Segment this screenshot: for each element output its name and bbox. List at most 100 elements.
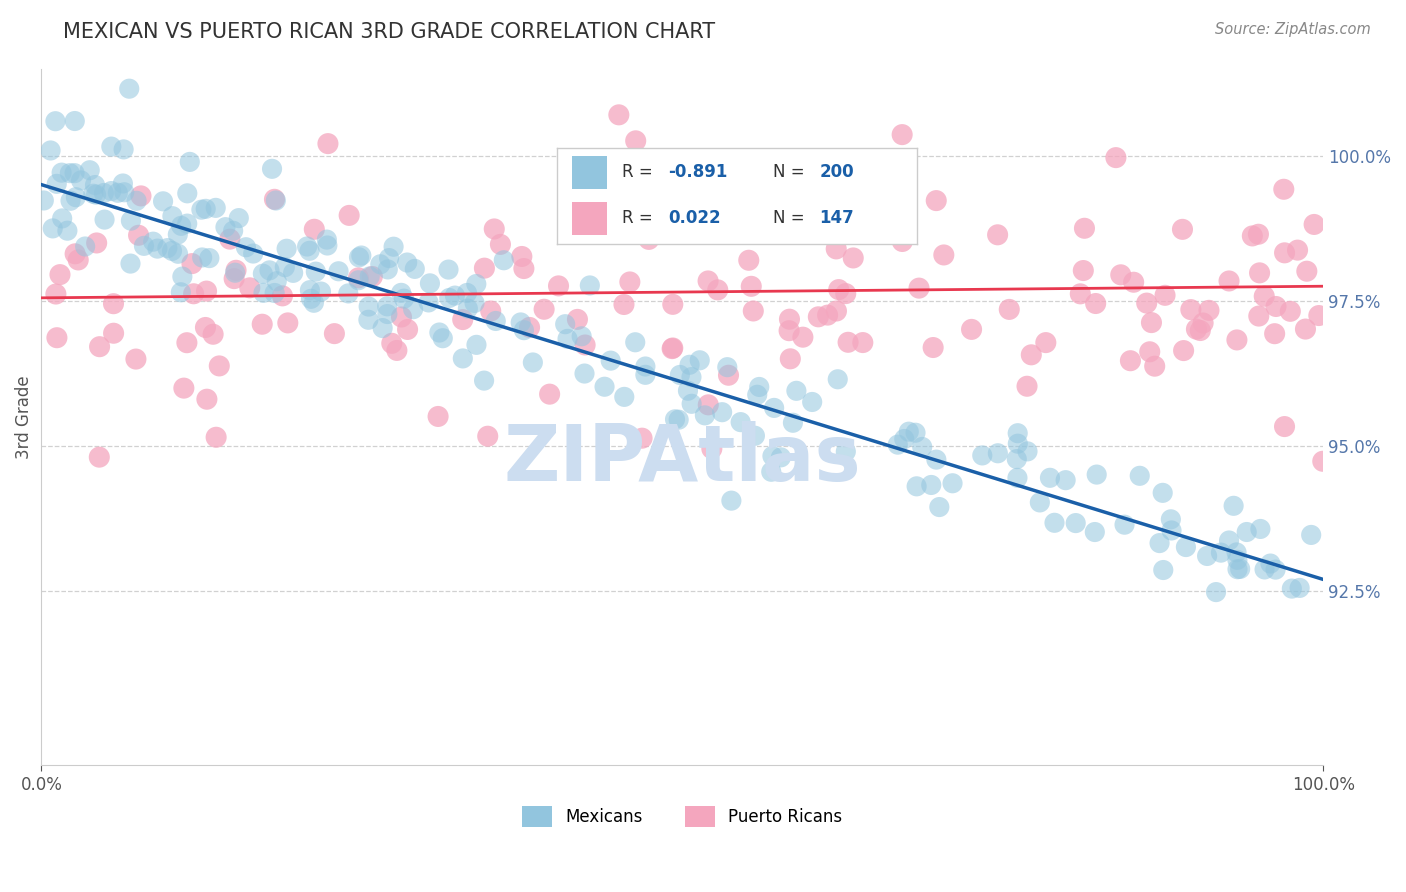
Point (852, 335, 875, 350)
Point (897, 425, 920, 439)
Point (120, 213, 142, 227)
Point (1225, 545, 1247, 559)
Point (925, 194, 948, 208)
Point (599, 353, 621, 368)
Point (998, 302, 1021, 317)
Point (375, 299, 398, 313)
Point (125, 352, 148, 367)
Point (1189, 324, 1212, 338)
Point (315, 233, 337, 247)
Point (634, 368, 657, 382)
Point (1019, 348, 1042, 362)
Point (305, 265, 328, 279)
Point (82, 186, 104, 201)
Point (567, 312, 589, 326)
Point (368, 257, 391, 271)
Point (1241, 228, 1264, 243)
Point (357, 300, 380, 314)
Point (194, 202, 217, 216)
Point (242, 246, 264, 260)
Point (557, 332, 579, 346)
Point (39, 144, 62, 158)
Point (1295, 264, 1317, 278)
Point (1173, 343, 1195, 358)
Point (1154, 288, 1177, 302)
Point (45, 177, 67, 191)
Point (1286, 243, 1309, 257)
Point (1264, 563, 1286, 577)
Point (427, 409, 450, 424)
Point (86, 235, 108, 250)
Point (1122, 275, 1144, 289)
Point (1218, 274, 1240, 288)
Point (391, 310, 413, 324)
Point (59, 166, 82, 180)
Text: Source: ZipAtlas.com: Source: ZipAtlas.com (1215, 22, 1371, 37)
Point (347, 271, 370, 285)
Point (328, 264, 350, 278)
Point (893, 432, 915, 446)
Point (418, 295, 440, 310)
Point (167, 246, 190, 260)
Point (1308, 309, 1330, 323)
Point (239, 281, 262, 295)
Point (510, 250, 533, 264)
Point (276, 242, 298, 256)
Point (191, 251, 214, 265)
Point (740, 279, 762, 293)
Point (359, 269, 381, 284)
Point (785, 384, 807, 398)
Point (120, 256, 142, 270)
Point (920, 478, 942, 492)
Point (571, 329, 593, 343)
Point (375, 307, 398, 321)
Point (1281, 582, 1303, 596)
Text: -0.891: -0.891 (669, 163, 728, 181)
Point (1005, 452, 1028, 467)
Point (263, 192, 285, 206)
Point (613, 390, 636, 404)
Point (837, 335, 859, 350)
Point (1249, 522, 1271, 536)
Point (299, 292, 322, 306)
Point (224, 271, 246, 285)
Text: MEXICAN VS PUERTO RICAN 3RD GRADE CORRELATION CHART: MEXICAN VS PUERTO RICAN 3RD GRADE CORREL… (63, 22, 716, 42)
Point (1264, 326, 1286, 341)
Point (202, 327, 225, 342)
Point (451, 312, 474, 326)
Point (1198, 303, 1220, 318)
Point (987, 227, 1010, 242)
Point (103, 296, 125, 310)
Point (904, 425, 927, 440)
Point (347, 250, 370, 264)
Point (792, 330, 814, 344)
Point (173, 381, 195, 395)
Point (70, 173, 93, 187)
Point (479, 304, 502, 318)
Point (1174, 540, 1197, 554)
Point (160, 244, 183, 258)
Text: 147: 147 (820, 210, 855, 227)
Point (427, 326, 450, 340)
Point (464, 296, 486, 310)
Point (264, 194, 287, 208)
Point (748, 380, 770, 394)
Point (1180, 302, 1202, 317)
Point (277, 316, 299, 330)
Point (519, 320, 541, 334)
Point (700, 442, 723, 456)
Point (396, 322, 419, 336)
Point (1129, 468, 1152, 483)
Point (681, 397, 703, 411)
Point (769, 450, 792, 465)
Text: 200: 200 (820, 163, 855, 181)
Point (132, 239, 155, 253)
Point (396, 255, 419, 269)
Point (693, 409, 716, 423)
Legend: Mexicans, Puerto Ricans: Mexicans, Puerto Ricans (516, 800, 849, 833)
Point (619, 275, 641, 289)
Point (271, 289, 294, 303)
Y-axis label: 3rd Grade: 3rd Grade (15, 375, 32, 458)
Point (274, 260, 297, 275)
Point (1247, 309, 1270, 323)
